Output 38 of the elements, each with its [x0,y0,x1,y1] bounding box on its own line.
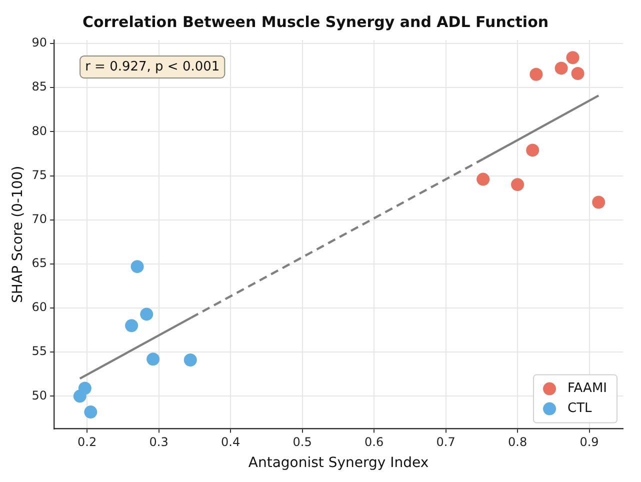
point [571,67,584,80]
x-tick-label: 0.6 [364,435,384,450]
y-tick-label: 80 [32,124,48,138]
x-tick-label: 0.5 [292,435,312,450]
chart-title: Correlation Between Muscle Synergy and ADL Function [82,12,549,31]
x-tick-label: 0.8 [508,435,528,450]
y-tick-label: 55 [32,344,48,358]
point [592,196,606,209]
point [554,62,568,75]
y-tick-label: 50 [32,388,48,402]
point [566,51,580,64]
x-tick-label: 0.2 [78,435,97,450]
y-tick-label: 75 [32,168,48,182]
point [146,352,160,366]
point [125,319,138,332]
y-axis-title: SHAP Score (0-100) [10,166,26,303]
annotation: r = 0.927, p < 0.001 [85,59,220,74]
y-tick-label: 65 [32,256,48,270]
point [130,260,144,274]
legend-label: CTL [568,401,593,416]
point [184,354,197,367]
x-tick-label: 0.7 [436,435,456,450]
y-tick-label: 85 [32,80,48,94]
point [140,308,154,321]
point [476,172,490,186]
point [78,382,92,395]
x-axis-title: Antagonist Synergy Index [248,455,429,472]
x-tick-label: 0.9 [580,435,599,450]
point [526,144,540,157]
x-tick-label: 0.3 [149,435,168,450]
legend-label: FAAMI [568,381,607,396]
y-tick-label: 90 [32,36,48,50]
point [530,68,543,81]
y-tick-label: 60 [32,300,48,314]
y-tick-label: 70 [32,212,48,226]
point [84,406,98,419]
point [511,178,524,192]
x-tick-label: 0.4 [221,435,240,450]
